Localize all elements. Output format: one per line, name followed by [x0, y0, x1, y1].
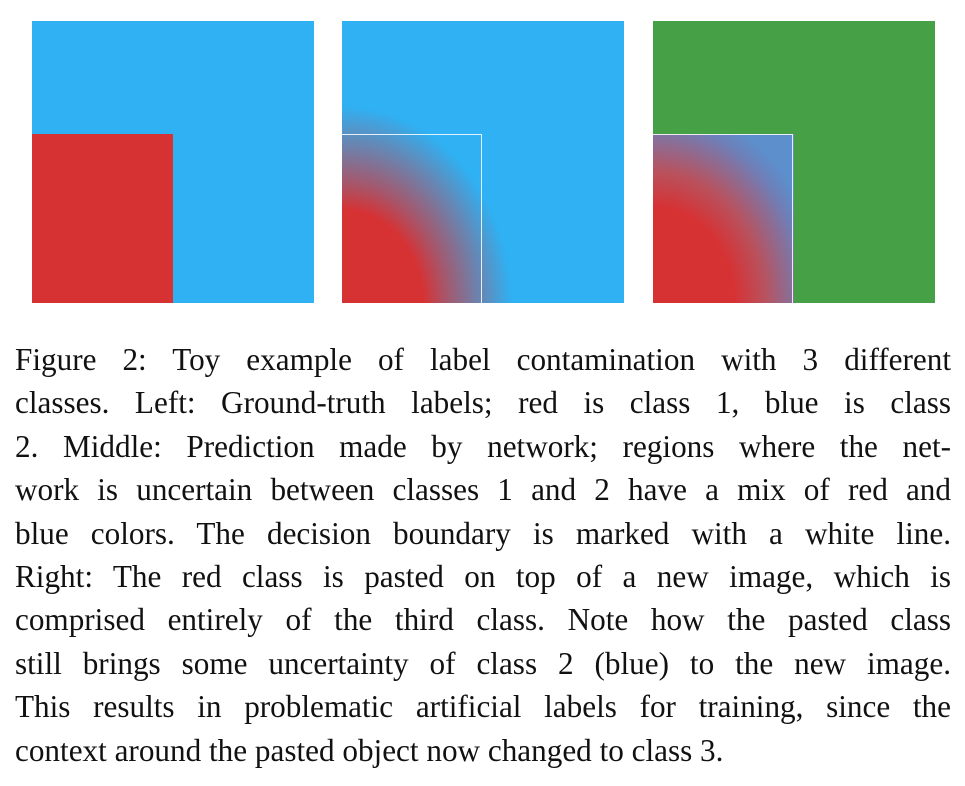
prediction-panel: [342, 21, 624, 303]
caption-line: work is uncertain between classes 1 and …: [15, 472, 951, 508]
caption-line: still brings some uncertainty of class 2…: [15, 645, 951, 681]
decision-boundary: [342, 134, 482, 303]
figure-caption: Figure 2: Toy example of label contamina…: [15, 338, 951, 772]
caption-line: Figure 2: Toy example of label contamina…: [15, 342, 951, 377]
caption-line: comprised entirely of the third class. N…: [15, 602, 951, 638]
pasted-panel: [653, 21, 935, 303]
predicted-class-1-region: [342, 76, 542, 303]
pasted-uncertainty-fill: [653, 134, 794, 303]
caption-line: context around the pasted object now cha…: [15, 732, 724, 768]
pasted-boundary: [653, 134, 793, 303]
class-1-region: [32, 134, 173, 303]
caption-line: classes. Left: Ground-truth labels; red …: [15, 385, 951, 421]
ground-truth-panel: [32, 21, 314, 303]
caption-line: Right: The red class is pasted on top of…: [15, 559, 951, 595]
caption-line: blue colors. The decision boundary is ma…: [15, 515, 951, 551]
pasted-class-1-region: [653, 134, 794, 303]
caption-line: This results in problematic artificial l…: [15, 689, 951, 725]
caption-line: 2. Middle: Prediction made by network; r…: [15, 428, 951, 464]
